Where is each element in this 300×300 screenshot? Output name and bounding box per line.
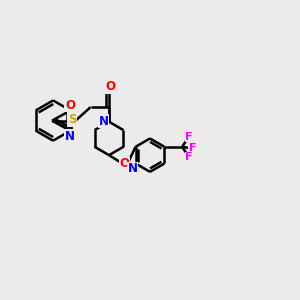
Text: O: O — [119, 158, 129, 170]
Text: F: F — [189, 143, 196, 153]
Text: N: N — [128, 162, 138, 176]
Text: F: F — [185, 152, 193, 162]
Text: N: N — [99, 115, 109, 128]
Text: N: N — [65, 130, 75, 142]
Text: F: F — [185, 131, 193, 142]
Text: O: O — [105, 80, 115, 93]
Text: S: S — [68, 113, 76, 126]
Text: O: O — [65, 99, 75, 112]
